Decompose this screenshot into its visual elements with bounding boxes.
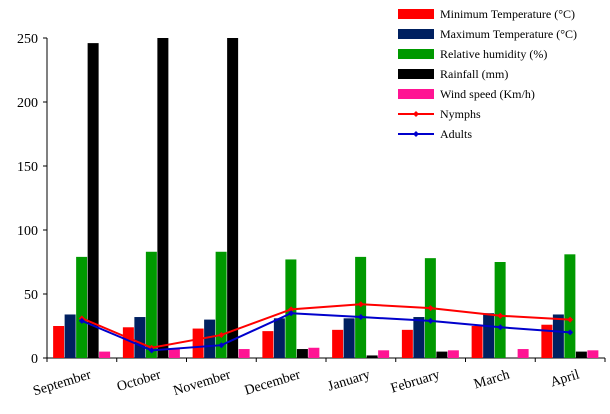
series-point bbox=[497, 312, 504, 319]
y-tick-label: 250 bbox=[17, 32, 38, 47]
bar bbox=[483, 313, 495, 358]
series-line bbox=[81, 312, 571, 352]
bar bbox=[587, 350, 599, 358]
series-point bbox=[357, 314, 364, 321]
series-point bbox=[357, 301, 364, 308]
series-point bbox=[288, 310, 295, 317]
x-tick-label: December bbox=[243, 367, 303, 398]
series-point bbox=[567, 316, 574, 323]
bar bbox=[471, 326, 483, 358]
bar bbox=[53, 326, 65, 358]
y-tick-label: 50 bbox=[24, 288, 38, 303]
x-tick-label: October bbox=[115, 367, 163, 395]
x-tick-label: April bbox=[549, 367, 582, 390]
legend-swatch bbox=[398, 69, 434, 79]
legend-label: Rainfall (mm) bbox=[440, 67, 508, 81]
legend-swatch bbox=[398, 49, 434, 59]
y-tick-label: 0 bbox=[31, 352, 38, 367]
bar bbox=[308, 347, 320, 358]
series-lines bbox=[78, 301, 574, 354]
bar bbox=[76, 256, 88, 358]
series-point bbox=[218, 342, 225, 349]
series-point bbox=[497, 324, 504, 331]
bar bbox=[494, 262, 506, 358]
legend-marker bbox=[413, 131, 419, 137]
bar bbox=[262, 331, 274, 358]
bar bbox=[564, 254, 576, 358]
legend-label: Relative humidity (%) bbox=[440, 47, 547, 61]
bar bbox=[541, 324, 553, 358]
series-point bbox=[218, 331, 225, 338]
bar bbox=[204, 319, 216, 358]
bar bbox=[192, 328, 204, 358]
legend-swatch bbox=[398, 89, 434, 99]
bar bbox=[575, 351, 587, 358]
legend-label: Minimum Temperature (°C) bbox=[440, 7, 575, 21]
bar bbox=[227, 38, 239, 358]
bar bbox=[273, 318, 285, 358]
x-tick-label: March bbox=[472, 367, 511, 392]
legend-label: Nymphs bbox=[440, 107, 481, 121]
series-point bbox=[427, 317, 434, 324]
bar bbox=[238, 349, 250, 358]
x-tick-label: September bbox=[31, 367, 93, 399]
legend: Minimum Temperature (°C) Maximum Temperat… bbox=[398, 7, 577, 141]
y-tick-label: 200 bbox=[17, 96, 38, 111]
series-point bbox=[427, 305, 434, 312]
bar bbox=[296, 349, 308, 358]
series-point bbox=[567, 329, 574, 336]
x-tick-label: February bbox=[389, 367, 442, 396]
bar bbox=[413, 317, 425, 358]
legend-label: Wind speed (Km/h) bbox=[440, 87, 535, 101]
series-point bbox=[288, 306, 295, 313]
bars bbox=[53, 38, 599, 359]
legend-label: Adults bbox=[440, 127, 472, 141]
legend-label: Maximum Temperature (°C) bbox=[440, 27, 577, 41]
bar bbox=[332, 329, 344, 358]
bar bbox=[401, 329, 413, 358]
x-tick-label: November bbox=[172, 367, 233, 399]
bar bbox=[99, 351, 111, 358]
legend-swatch bbox=[398, 9, 434, 19]
legend-marker bbox=[413, 111, 419, 117]
bar bbox=[517, 349, 529, 358]
bar bbox=[168, 349, 180, 358]
bar bbox=[366, 355, 378, 358]
bar bbox=[87, 43, 99, 359]
bar bbox=[134, 317, 146, 358]
bar bbox=[436, 351, 448, 358]
y-tick-label: 150 bbox=[17, 160, 38, 175]
series-point bbox=[148, 347, 155, 354]
bar bbox=[215, 251, 227, 358]
bar bbox=[157, 38, 169, 358]
y-tick-label: 100 bbox=[17, 224, 38, 239]
bar bbox=[355, 256, 367, 358]
x-tick-label: January bbox=[326, 367, 372, 394]
series-line bbox=[81, 303, 571, 349]
bar bbox=[64, 314, 76, 358]
series-point bbox=[78, 317, 85, 324]
bar bbox=[343, 318, 355, 358]
bar bbox=[145, 251, 157, 358]
bar bbox=[447, 350, 459, 358]
bar bbox=[378, 350, 390, 358]
bar bbox=[552, 314, 564, 358]
bar bbox=[122, 327, 134, 358]
legend-swatch bbox=[398, 29, 434, 39]
